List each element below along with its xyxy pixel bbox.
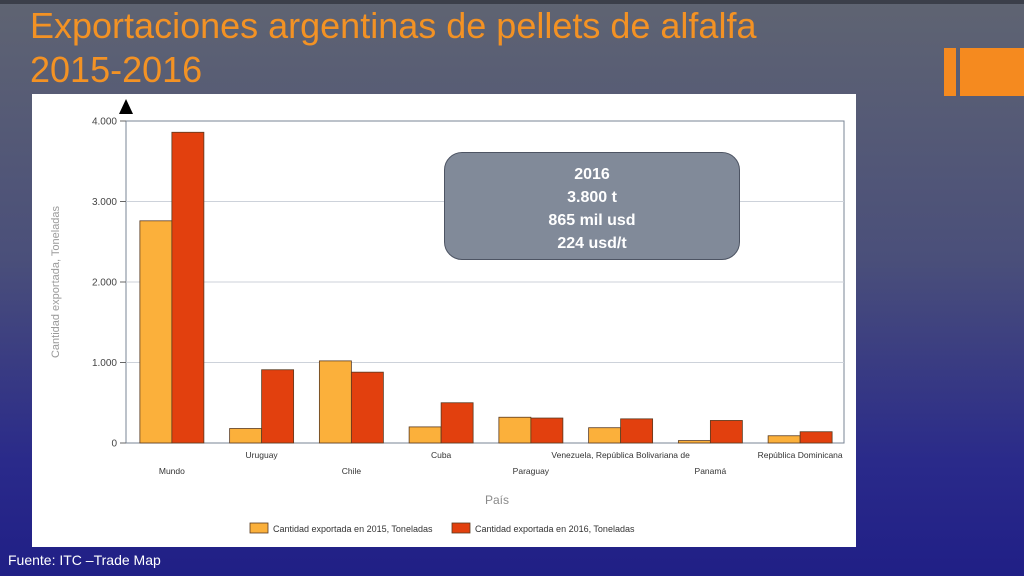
y-tick-label: 2.000: [92, 278, 117, 289]
bar-2016: [261, 369, 295, 444]
y-axis-arrow: [119, 99, 133, 114]
bar-2015: [229, 428, 263, 444]
legend-label-2015: Cantidad exportada en 2015, Toneladas: [273, 524, 433, 534]
x-tick-label: Uruguay: [246, 450, 279, 460]
bar-2015: [498, 416, 532, 444]
x-tick-label: Panamá: [695, 466, 727, 476]
bar-2016: [530, 417, 564, 444]
y-axis-title: Cantidad exportada, Toneladas: [50, 205, 62, 358]
bar-2015: [767, 435, 801, 444]
summary-callout: 2016 3.800 t 865 mil usd 224 usd/t: [444, 152, 740, 260]
top-strip: [0, 0, 1024, 4]
bar-2016: [709, 420, 743, 444]
x-tick-label: República Dominicana: [758, 450, 843, 460]
x-tick-label: Mundo: [159, 466, 185, 476]
title-line-2: 2015-2016: [30, 49, 203, 90]
x-tick-label: Paraguay: [513, 466, 550, 476]
y-tick-label: 0: [111, 439, 117, 450]
callout-year: 2016: [574, 166, 610, 183]
y-tick-label: 3.000: [92, 197, 117, 208]
slide-title: Exportaciones argentinas de pellets de a…: [30, 4, 756, 92]
bar-2016: [620, 418, 654, 444]
bar-2016: [171, 131, 205, 444]
legend-label-2016: Cantidad exportada en 2016, Toneladas: [475, 524, 635, 534]
source-note: Fuente: ITC –Trade Map: [8, 552, 161, 568]
title-line-1: Exportaciones argentinas de pellets de a…: [30, 5, 757, 46]
accent-bar-wide: [960, 48, 1024, 96]
bar-2015: [588, 427, 622, 444]
accent-bar-thin: [944, 48, 956, 96]
bar-2015: [139, 220, 173, 444]
callout-value: 865 mil usd: [548, 212, 636, 229]
y-tick-label: 1.000: [92, 358, 117, 369]
bar-2015: [318, 360, 352, 444]
x-tick-label: Chile: [342, 466, 362, 476]
callout-volume: 3.800 t: [567, 189, 617, 206]
bar-2015: [677, 440, 711, 444]
legend-swatch-2016: [451, 522, 471, 534]
callout-unit-price: 224 usd/t: [557, 235, 627, 252]
x-axis-title: País: [485, 493, 509, 507]
bar-2016: [350, 371, 384, 444]
bar-2016: [799, 431, 833, 444]
legend-swatch-2015: [249, 522, 269, 534]
x-tick-label: Cuba: [431, 450, 452, 460]
x-tick-label: Venezuela, República Bolivariana de: [551, 450, 690, 460]
y-tick-label: 4.000: [92, 117, 117, 128]
bar-2015: [408, 426, 442, 444]
bar-2016: [440, 402, 474, 444]
